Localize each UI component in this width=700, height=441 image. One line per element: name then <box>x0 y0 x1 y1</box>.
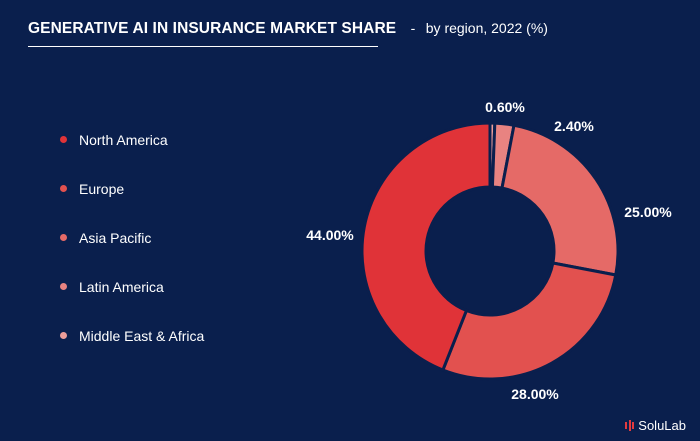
legend-swatch <box>60 332 67 339</box>
legend-item: North America <box>60 115 204 164</box>
legend-label: Asia Pacific <box>79 229 152 246</box>
legend-swatch <box>60 185 67 192</box>
legend-swatch <box>60 283 67 290</box>
chart-legend: North America Europe Asia Pacific Latin Ame… <box>60 115 204 360</box>
legend-item: Asia Pacific <box>60 213 204 262</box>
legend-swatch <box>60 136 67 143</box>
legend-swatch <box>60 234 67 241</box>
brand-name: SoluLab <box>638 418 686 433</box>
legend-label: North America <box>79 131 168 148</box>
slice-data-label: 44.00% <box>306 227 354 243</box>
slice-data-label: 2.40% <box>554 118 594 134</box>
slice-data-label: 25.00% <box>624 204 672 220</box>
donut-slice <box>500 123 620 277</box>
title-underline <box>28 46 378 47</box>
title-separator: - <box>410 20 416 36</box>
legend-item: Europe <box>60 164 204 213</box>
donut-slice <box>440 261 618 381</box>
brand-logo: SoluLab <box>625 418 686 433</box>
solulab-logo-icon <box>625 420 635 431</box>
legend-label: Latin America <box>79 278 164 295</box>
donut-slice <box>360 121 492 372</box>
chart-title: GENERATIVE AI IN INSURANCE MARKET SHARE <box>28 20 397 37</box>
legend-item: Middle East & Africa <box>60 311 204 360</box>
legend-item: Latin America <box>60 262 204 311</box>
legend-label: Europe <box>79 180 125 197</box>
slice-data-label: 28.00% <box>511 386 559 402</box>
chart-header: GENERATIVE AI IN INSURANCE MARKET SHARE … <box>28 20 548 38</box>
chart-subtitle: by region, 2022 (%) <box>425 20 548 36</box>
legend-label: Middle East & Africa <box>79 327 205 344</box>
slice-data-label: 0.60% <box>485 99 525 115</box>
